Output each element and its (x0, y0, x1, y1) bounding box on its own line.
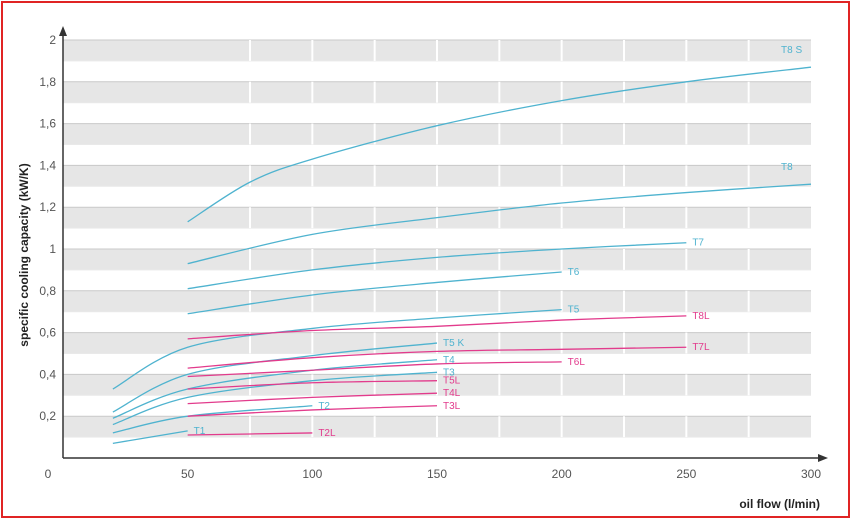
series-line (187, 315, 687, 340)
series-line (112, 308, 562, 390)
y-tick-label: 1,4 (39, 158, 56, 172)
x-tick-label: 200 (552, 467, 572, 481)
series-label: T6 (568, 267, 580, 278)
y-tick-label: 1,8 (39, 75, 56, 89)
y-axis-label: specific cooling capacity (kW/K) (17, 163, 31, 346)
series-line (112, 430, 188, 445)
x-tick-label: 150 (427, 467, 447, 481)
series-label: T7L (692, 342, 710, 353)
x-axis-arrow (818, 454, 828, 462)
tick-labels: 0 50 100 150 200 250 300 0,2 0,4 0,6 0,8 1 1,2 1,4 1,6… (39, 33, 821, 481)
y-axis-arrow (59, 26, 67, 36)
y-tick-label: 0,6 (39, 326, 56, 340)
y-tick-label: 1,2 (39, 200, 56, 214)
series-line (112, 359, 438, 419)
y-tick-label: 1,6 (39, 117, 56, 131)
series-line (187, 271, 562, 315)
x-tick-label: 300 (801, 467, 821, 481)
series-line (187, 405, 438, 417)
series-label: T4L (443, 388, 461, 399)
series-label: T5 K (443, 338, 464, 349)
series-label: T3 (443, 367, 455, 378)
y-tick-label: 0,2 (39, 409, 56, 423)
series-label: T8 (781, 162, 793, 173)
series-line (187, 66, 812, 223)
series-line (187, 432, 313, 436)
series-label: T5 (568, 305, 580, 316)
x-tick-label: 0 (45, 467, 52, 481)
series-line (187, 183, 812, 265)
y-tick-label: 0,8 (39, 284, 56, 298)
series-label: T2 (318, 401, 330, 412)
series-label: T7 (692, 238, 704, 249)
axes (59, 26, 828, 462)
series-line (112, 371, 438, 426)
series-label: T6L (568, 357, 586, 368)
series-line (187, 346, 687, 369)
x-tick-label: 250 (676, 467, 696, 481)
vertical-grid (249, 40, 750, 438)
series-lines (112, 66, 812, 445)
series-line (187, 361, 562, 378)
series-line (187, 392, 438, 405)
series-label: T4 (443, 355, 455, 366)
x-tick-label: 50 (181, 467, 195, 481)
series-label: T5L (443, 376, 461, 387)
y-tick-label: 0,4 (39, 367, 56, 381)
x-tick-label: 100 (302, 467, 322, 481)
series-label: T8 S (781, 45, 802, 56)
series-line (187, 380, 438, 390)
series-label: T2L (318, 428, 336, 439)
series-label: T8L (692, 311, 710, 322)
y-tick-label: 1 (49, 242, 56, 256)
series-label: T1 (194, 426, 206, 437)
series-line (187, 242, 687, 290)
y-tick-label: 2 (49, 33, 56, 47)
x-axis-label: oil flow (l/min) (739, 497, 820, 511)
series-label: T3L (443, 401, 461, 412)
